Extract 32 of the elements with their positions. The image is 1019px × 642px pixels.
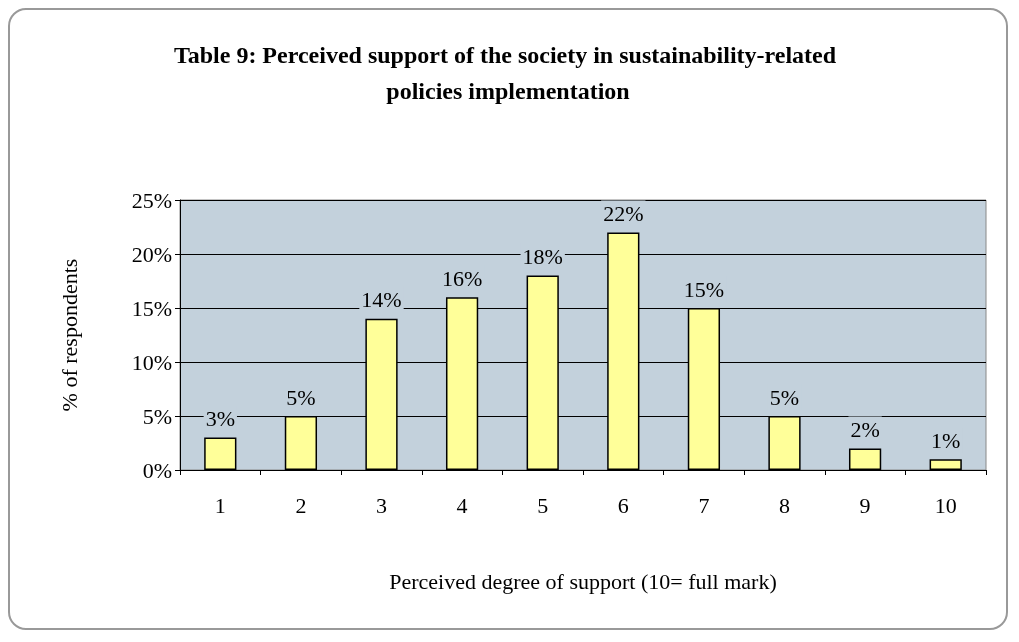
y-tick-label: 0% bbox=[142, 457, 172, 483]
y-tick-label: 15% bbox=[131, 295, 172, 321]
y-axis-title: % of respondents bbox=[56, 258, 82, 412]
data-label: 14% bbox=[361, 287, 402, 313]
y-tick-label: 20% bbox=[131, 241, 172, 267]
chart-title: Table 9: Perceived support of the society in sustainability-related policies implementation bbox=[173, 42, 843, 104]
x-tick-label: 7 bbox=[698, 492, 710, 518]
x-tick-label: 2 bbox=[295, 492, 307, 518]
data-label: 1% bbox=[931, 427, 961, 453]
x-tick-label: 4 bbox=[456, 492, 468, 518]
x-tick-label: 6 bbox=[617, 492, 629, 518]
data-label: 18% bbox=[522, 244, 563, 270]
x-tick-label: 1 bbox=[214, 492, 226, 518]
x-tick-label: 9 bbox=[859, 492, 871, 518]
data-label: 2% bbox=[850, 416, 880, 442]
x-tick-label: 8 bbox=[779, 492, 790, 518]
bar bbox=[929, 459, 962, 470]
data-label: 3% bbox=[205, 406, 235, 432]
x-tick-label: 10 bbox=[934, 492, 957, 518]
y-tick-label: 10% bbox=[131, 349, 172, 375]
x-tick-label: 3 bbox=[376, 492, 387, 518]
data-label: 15% bbox=[683, 276, 725, 302]
bar bbox=[848, 448, 882, 470]
data-label: 22% bbox=[603, 200, 644, 226]
data-label: 5% bbox=[286, 384, 316, 410]
data-label: 16% bbox=[441, 265, 483, 291]
x-tick-label: 5 bbox=[537, 492, 549, 518]
y-tick-label: 5% bbox=[142, 403, 172, 429]
x-axis-title: Perceived degree of support (10= full mark) bbox=[389, 568, 777, 594]
bar bbox=[204, 437, 237, 470]
data-label: 5% bbox=[769, 384, 800, 410]
y-tick-label: 25% bbox=[131, 187, 172, 213]
